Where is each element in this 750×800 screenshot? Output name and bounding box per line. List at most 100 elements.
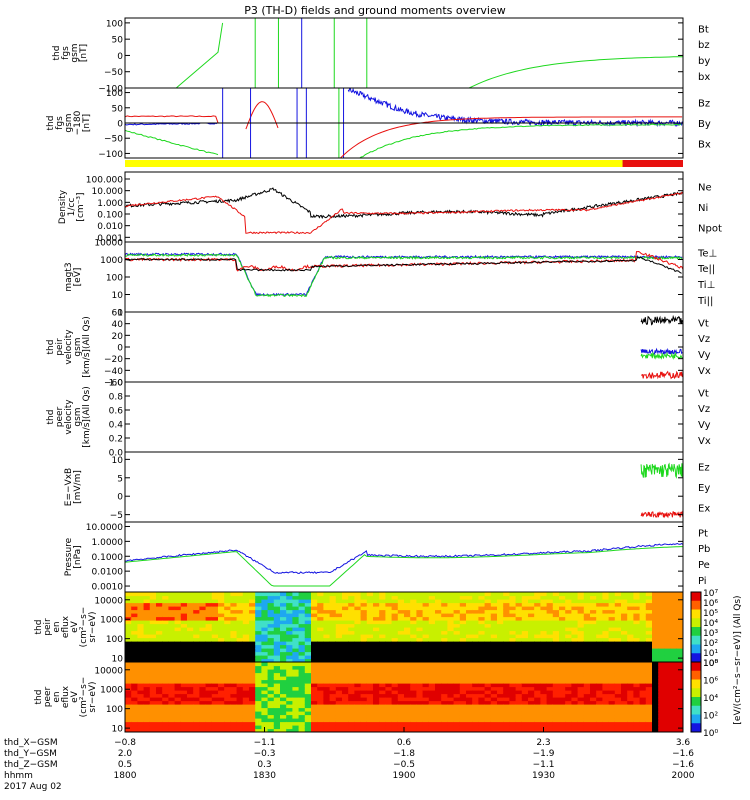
spectrogram-cell	[342, 679, 349, 684]
spectrogram-cell	[590, 725, 597, 730]
spectrogram-cell	[447, 606, 455, 611]
spectrogram-cell	[571, 613, 579, 618]
spectrogram-cell	[559, 592, 566, 597]
spectrogram-cell	[137, 648, 145, 653]
spectrogram-cell	[199, 693, 207, 698]
spectrogram-cell	[211, 644, 219, 649]
spectrogram-cell	[422, 697, 430, 702]
spectrogram-cell	[472, 644, 479, 649]
spectrogram-cell	[125, 648, 132, 653]
bz-recovery-line	[339, 116, 683, 158]
y-tick-label: 1.0000	[92, 538, 124, 548]
spectrogram-cell	[242, 630, 250, 635]
spectrogram-cell	[664, 658, 672, 662]
spectrogram-cell	[298, 641, 306, 646]
spectrogram-cell	[125, 672, 132, 677]
spectrogram-cell	[329, 690, 337, 695]
spectrogram-cell	[447, 669, 455, 674]
spectrogram-cell	[149, 648, 157, 653]
spectrogram-cell	[404, 655, 411, 660]
spectrogram-cell	[125, 725, 132, 730]
spectrogram-cell	[484, 595, 492, 600]
spectrogram-cell	[249, 613, 256, 618]
spectrogram-cell	[435, 707, 442, 712]
spectrogram-cell	[583, 683, 591, 688]
spectrogram-cell	[354, 595, 362, 600]
spectrogram-cell	[428, 676, 436, 681]
colorbar-swatch	[691, 662, 701, 672]
spectrogram-cell	[137, 592, 145, 597]
spectrogram-cell	[218, 620, 225, 625]
spectrogram-cell	[323, 725, 331, 730]
spectrogram-cell	[534, 606, 541, 611]
spectrogram-cell	[608, 627, 616, 632]
spectrogram-cell	[614, 658, 622, 662]
spectrogram-cell	[614, 662, 622, 667]
spectrogram-cell	[528, 669, 535, 674]
spectrogram-cell	[583, 707, 591, 712]
spectrogram-cell	[373, 648, 380, 653]
spectrogram-cell	[335, 683, 343, 688]
spectrogram-cell	[236, 641, 244, 646]
spectrogram-cell	[342, 704, 349, 709]
spectrogram-cell	[255, 679, 262, 684]
spectrogram-cell	[571, 651, 579, 656]
spectrogram-cell	[329, 711, 337, 716]
spectrogram-cell	[583, 690, 591, 695]
spectrogram-cell	[658, 725, 665, 730]
spectrogram-cell	[534, 669, 541, 674]
spectrogram-cell	[304, 665, 312, 670]
spectrogram-cell	[435, 728, 442, 732]
spectrogram-cell	[621, 662, 628, 667]
spectrogram-cell	[528, 658, 535, 662]
spectrogram-cell	[509, 686, 517, 691]
spectrogram-cell	[280, 641, 287, 646]
spectrogram-cell	[521, 686, 529, 691]
spectrogram-cell	[596, 718, 603, 723]
spectrogram-cell	[335, 599, 343, 604]
spectrogram-cell	[280, 623, 287, 628]
spectrogram-cell	[478, 651, 486, 656]
spectrogram-cell	[236, 595, 244, 600]
spectrogram-cell	[335, 613, 343, 618]
spectrogram-cell	[546, 644, 554, 649]
spectrogram-cell	[125, 658, 132, 662]
spectrogram-cell	[552, 595, 560, 600]
spectrogram-cell	[441, 634, 448, 639]
spectrogram-cell	[224, 728, 231, 732]
spectrogram-cell	[366, 707, 374, 712]
spectrogram-cell	[410, 662, 417, 667]
spectrogram-cell	[645, 627, 653, 632]
spectrogram-cell	[317, 728, 324, 732]
spectrogram-cell	[490, 592, 498, 597]
vy-line	[640, 351, 683, 360]
spectrogram-cell	[205, 679, 213, 684]
spectrogram-cell	[242, 665, 250, 670]
spectrogram-cell	[242, 711, 250, 716]
spectrogram-cell	[422, 592, 430, 597]
spectrogram-cell	[249, 707, 256, 712]
spectrogram-cell	[559, 641, 566, 646]
spectrogram-cell	[528, 728, 535, 732]
spectrogram-cell	[162, 697, 169, 702]
spectrogram-cell	[298, 662, 306, 667]
spectrogram-cell	[131, 707, 138, 712]
spectrogram-cell	[652, 721, 659, 726]
by-line	[125, 129, 219, 156]
spectrogram-cell	[317, 655, 324, 660]
ti-par-line	[125, 253, 683, 298]
spectrogram-cell	[342, 693, 349, 698]
spectrogram-cell	[447, 728, 455, 732]
spectrogram-cell	[187, 644, 194, 649]
spectrogram-cell	[261, 707, 269, 712]
spectrogram-cell	[515, 707, 523, 712]
spectrogram-cell	[459, 644, 467, 649]
y-tick-label: 0	[117, 493, 123, 503]
spectrogram-cell	[571, 669, 579, 674]
spectrogram-cell	[286, 714, 293, 719]
spectrogram-cell	[503, 725, 510, 730]
spectrogram-cell	[422, 683, 430, 688]
spectrogram-cell	[335, 700, 343, 705]
spectrogram-cell	[391, 662, 399, 667]
spectrogram-cell	[416, 592, 424, 597]
